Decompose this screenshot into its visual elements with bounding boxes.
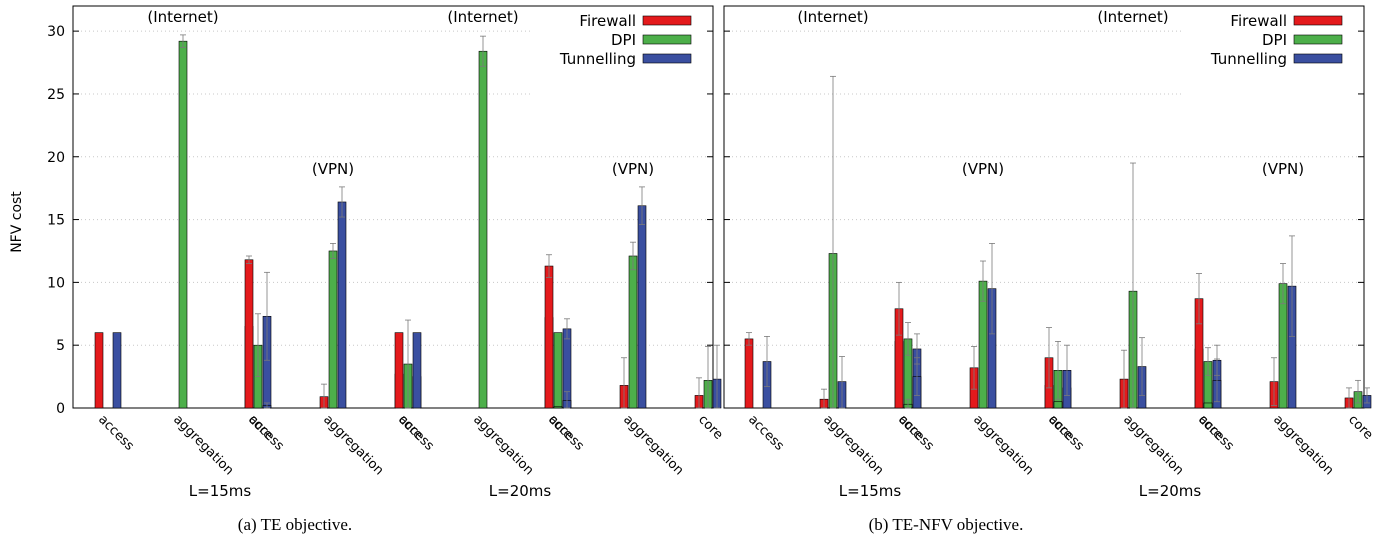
panel-a-caption: (a) TE objective. (238, 515, 352, 534)
panel-b-xtick-label: aggregation (1120, 412, 1186, 478)
panel-a-xtick-label: core (695, 412, 726, 443)
panel-a-ytick-label: 15 (47, 213, 65, 229)
panel-b-xtick-label: access (745, 412, 787, 454)
panel-a-scenario-label: (VPN) (312, 160, 354, 178)
panel-a-bar-tunnelling (412, 332, 422, 409)
panel-b-xtick-label: core (1345, 412, 1374, 443)
panel-b-group-label: L=15ms (839, 482, 902, 500)
panel-b-scenario-label: (VPN) (1262, 160, 1304, 178)
panel-a-ytick-label: 25 (47, 87, 65, 103)
panel-a-xtick-label: access (395, 412, 437, 454)
panel-a-xtick-label: access (545, 412, 587, 454)
panel-b-scenario-label: (Internet) (797, 8, 868, 26)
panel-b-legend-swatch (1293, 34, 1343, 45)
panel-a-bar-dpi (478, 50, 488, 409)
panel-a-plot-frame (72, 5, 714, 409)
panel-b-plot-frame (723, 5, 1365, 409)
panel-a-ytick-label: 20 (47, 150, 65, 166)
panel-a-bar-tunnelling (112, 332, 122, 409)
panel-a-bar-tunnelling (337, 201, 347, 409)
panel-a-bar-dpi (628, 255, 638, 409)
panel-a-legend-label: Firewall (579, 12, 636, 30)
panel-a-legend-swatch (642, 34, 692, 45)
panel-b-legend-label: Tunnelling (1210, 50, 1287, 68)
panel-a-bar-dpi (328, 250, 338, 409)
panel-a-group-label: L=15ms (189, 482, 252, 500)
panel-b-bar-dpi (1203, 402, 1213, 409)
panel-a-xtick-label: aggregation (170, 412, 236, 478)
panel-a-xtick-label: aggregation (470, 412, 536, 478)
panel-b-xtick-label: access (1045, 412, 1087, 454)
panel-a-ytick-label: 10 (47, 275, 65, 291)
panel-a-xtick-label: access (95, 412, 137, 454)
panel-a-legend-swatch (642, 53, 692, 64)
panel-a-ytick-label: 5 (56, 338, 65, 354)
panel-a-bar-firewall (94, 332, 104, 409)
panel-b-scenario-label: (VPN) (962, 160, 1004, 178)
panel-b-legend-label: Firewall (1230, 12, 1287, 30)
panel-b-legend-swatch (1293, 53, 1343, 64)
panel-a-bar-dpi (553, 406, 563, 409)
panel-b-xtick-label: access (1195, 412, 1237, 454)
panel-a-bar-dpi (553, 332, 563, 409)
panel-b-xtick-label: aggregation (970, 412, 1036, 478)
panel-b-group-label: L=20ms (1139, 482, 1202, 500)
panel-a-bar-firewall (544, 265, 554, 409)
panel-a-bar-firewall (394, 332, 404, 409)
panel-b-legend-swatch (1293, 15, 1343, 26)
panel-a-bar-firewall (244, 259, 254, 409)
panel-a-legend-label: DPI (611, 31, 636, 49)
y-axis-label: NFV cost (9, 191, 25, 253)
panel-a-legend-swatch (642, 15, 692, 26)
panel-b-xtick-label: access (895, 412, 937, 454)
panel-a-scenario-label: (Internet) (447, 8, 518, 26)
panel-a-bar-tunnelling (637, 205, 647, 409)
panel-a-xtick-label: aggregation (320, 412, 386, 478)
panel-b-xtick-label: aggregation (1270, 412, 1336, 478)
panel-b-bar-dpi (1053, 401, 1063, 409)
panel-a-ytick-label: 30 (47, 24, 65, 40)
panel-b-caption: (b) TE-NFV objective. (869, 515, 1024, 534)
panel-b-bar-firewall (744, 338, 754, 409)
panel-a-xtick-label: access (245, 412, 287, 454)
panel-b-scenario-label: (Internet) (1097, 8, 1168, 26)
panel-a-group-label: L=20ms (489, 482, 552, 500)
panel-b-legend-label: DPI (1262, 31, 1287, 49)
panel-a-ytick-label: 0 (56, 401, 65, 417)
panel-a-bar-dpi (178, 40, 188, 409)
panel-a-scenario-label: (Internet) (147, 8, 218, 26)
panel-a-scenario-label: (VPN) (612, 160, 654, 178)
panel-a-xtick-label: aggregation (620, 412, 686, 478)
panel-a-legend-label: Tunnelling (559, 50, 636, 68)
panel-b-xtick-label: aggregation (820, 412, 886, 478)
